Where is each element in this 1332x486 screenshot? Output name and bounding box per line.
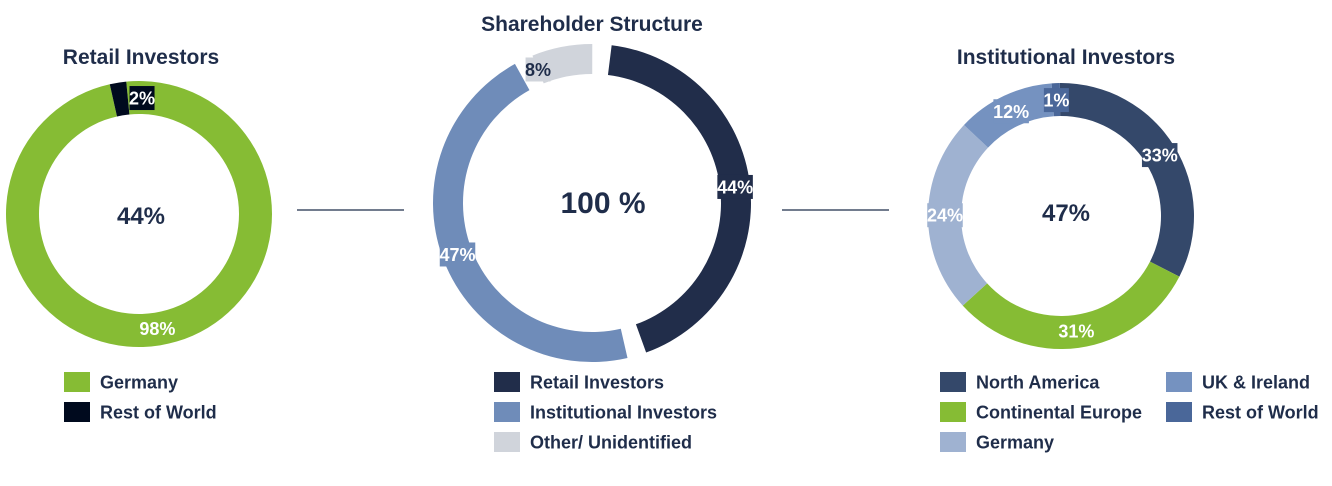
slice-retail-investors-label: 44% — [717, 177, 753, 197]
legend-uk-ireland-swatch — [1166, 372, 1192, 392]
slice-germany-label-box — [927, 203, 963, 228]
legend-rest-of-world-text: Rest of World — [100, 403, 217, 423]
slice-institutional-investors — [432, 63, 628, 362]
slice-institutional-investors-label: 47% — [439, 245, 475, 265]
structure-center-label: 100 % — [560, 187, 645, 220]
legend-germany-text: Germany — [976, 433, 1054, 453]
legend-north-america-swatch — [940, 372, 966, 392]
legend-institutional-investors-text: Institutional Investors — [530, 403, 717, 423]
slice-germany-label: 98% — [139, 319, 175, 339]
legend-uk-ireland: UK & Ireland — [1166, 372, 1310, 393]
legend-retail-investors-swatch — [494, 372, 520, 392]
slice-other-unidentified-label-box — [525, 57, 551, 82]
legend-germany: Germany — [940, 432, 1054, 453]
legend-germany-text: Germany — [100, 373, 178, 393]
legend-germany-swatch — [940, 432, 966, 452]
legend-north-america-text: North America — [976, 373, 1100, 393]
legend-rest-of-world: Rest of World — [64, 402, 217, 423]
legend-continental-europe-swatch — [940, 402, 966, 422]
structure-legend: Retail Investors Institutional Investors O… — [494, 372, 717, 453]
structure-donut: 44% 47% 8% — [432, 43, 753, 362]
retail-chart-title: Retail Investors — [63, 46, 219, 69]
slice-continental-europe — [962, 261, 1180, 349]
slice-north-america — [1059, 83, 1194, 277]
structure-chart-title: Shareholder Structure — [481, 13, 703, 36]
slice-rest-of-world — [109, 81, 130, 117]
retail-legend: Germany Rest of World — [64, 372, 217, 423]
slice-institutional-investors-label-box — [439, 242, 476, 267]
legend-north-america: North America — [940, 372, 1100, 393]
legend-retail-investors-text: Retail Investors — [530, 373, 664, 393]
legend-institutional-investors-swatch — [494, 402, 520, 422]
legend-rest-of-world-text: Rest of World — [1202, 403, 1319, 423]
legend-other-unidentified: Other/ Unidentified — [494, 432, 692, 453]
slice-retail-investors — [607, 45, 751, 353]
legend-institutional-investors: Institutional Investors — [494, 402, 717, 423]
legend-continental-europe-text: Continental Europe — [976, 403, 1142, 423]
legend-other-unidentified-swatch — [494, 432, 520, 452]
retail-center-label: 44% — [117, 203, 165, 230]
slice-rest-of-world-label: 2% — [129, 89, 155, 109]
legend-rest-of-world: Rest of World — [1166, 402, 1319, 423]
slice-rest-of-world-label: 1% — [1043, 91, 1069, 111]
slice-rest-of-world-label-box — [1043, 88, 1069, 113]
legend-retail-investors: Retail Investors — [494, 372, 664, 393]
institutional-legend: North America Continental Europe Germany UK… — [940, 372, 1319, 453]
slice-uk-ireland-label: 12% — [993, 102, 1029, 122]
legend-germany-swatch — [64, 372, 90, 392]
slice-retail-investors-label-box — [717, 174, 753, 199]
slice-north-america-label-box — [1141, 143, 1178, 168]
legend-rest-of-world-swatch — [64, 402, 90, 422]
slice-germany-label: 24% — [927, 206, 963, 226]
institutional-center-label: 47% — [1042, 200, 1090, 227]
institutional-donut: 33% 31% 24% 12% 1% — [927, 83, 1194, 349]
legend-uk-ireland-text: UK & Ireland — [1202, 373, 1310, 393]
slice-other-unidentified-label: 8% — [525, 60, 551, 80]
slice-rest-of-world-label-box — [129, 86, 155, 111]
institutional-chart-title: Institutional Investors — [957, 46, 1175, 69]
legend-germany: Germany — [64, 372, 178, 393]
legend-other-unidentified-text: Other/ Unidentified — [530, 433, 692, 453]
retail-donut: 98% 2% — [6, 80, 273, 348]
legend-rest-of-world-swatch — [1166, 402, 1192, 422]
legend-continental-europe: Continental Europe — [940, 402, 1142, 423]
slice-continental-europe-label: 31% — [1058, 321, 1094, 341]
slice-uk-ireland-label-box — [993, 99, 1029, 124]
slice-north-america-label: 33% — [1142, 146, 1178, 166]
